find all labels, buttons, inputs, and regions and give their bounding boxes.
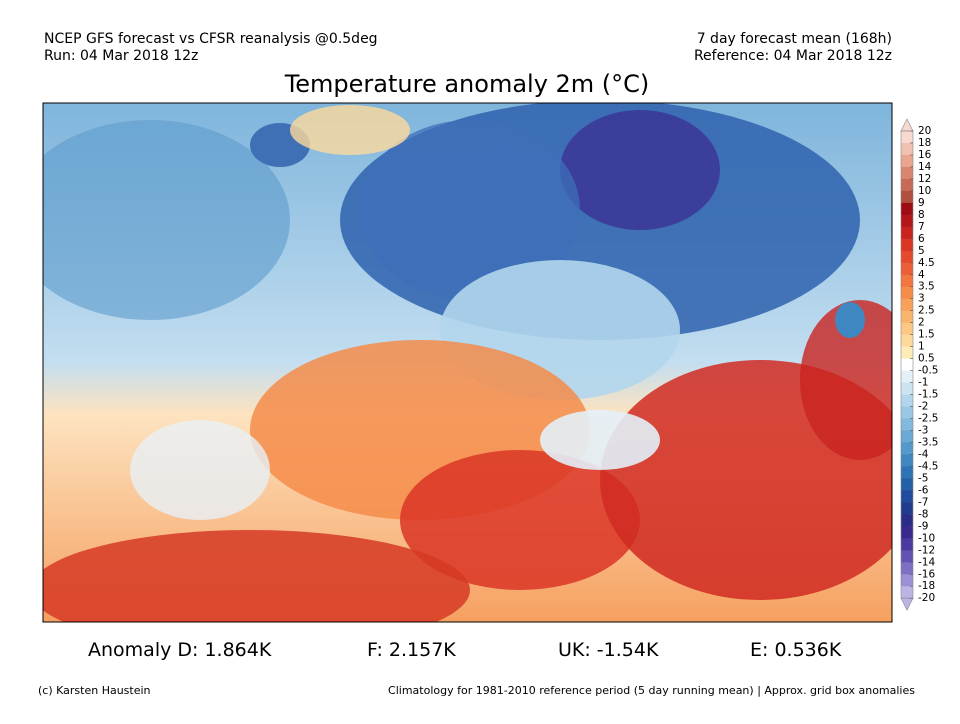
colorbar-bin bbox=[901, 262, 913, 276]
colorbar-label: -8 bbox=[918, 508, 928, 520]
colorbar-bin bbox=[901, 322, 913, 335]
colorbar-bin bbox=[901, 526, 913, 539]
colorbar-end bbox=[900, 118, 914, 132]
colorbar-label: 1 bbox=[918, 341, 925, 353]
colorbar-bin bbox=[901, 430, 913, 443]
colorbar-label: -18 bbox=[918, 580, 935, 592]
colorbar-bin bbox=[901, 502, 913, 515]
colorbar-label: 9 bbox=[918, 197, 925, 209]
colorbar-label: -14 bbox=[918, 556, 935, 568]
colorbar-label: -3.5 bbox=[918, 436, 939, 448]
colorbar-label: 4 bbox=[918, 269, 925, 281]
colorbar-bin bbox=[901, 550, 913, 563]
colorbar-bin bbox=[901, 418, 913, 431]
colorbar-label: 12 bbox=[918, 173, 931, 185]
colorbar-bin bbox=[901, 442, 913, 455]
colorbar-label: 2 bbox=[918, 317, 925, 329]
colorbar-label: -4.5 bbox=[918, 460, 939, 472]
header-left: NCEP GFS forecast vs CFSR reanalysis @0.… bbox=[44, 31, 378, 47]
colorbar-label: 3.5 bbox=[918, 281, 935, 293]
colorbar-label: -1.5 bbox=[918, 389, 939, 401]
footer-left: (c) Karsten Haustein bbox=[38, 684, 151, 697]
colorbar-label: -2 bbox=[918, 401, 928, 413]
colorbar-bin bbox=[901, 142, 913, 156]
colorbar-bin bbox=[901, 226, 913, 240]
colorbar-bin bbox=[901, 154, 913, 168]
colorbar-label: 2.5 bbox=[918, 305, 935, 317]
colorbar-label: 7 bbox=[918, 221, 925, 233]
colorbar-label: 6 bbox=[918, 233, 925, 245]
colorbar-label: -2.5 bbox=[918, 413, 939, 425]
colorbar-bin bbox=[901, 370, 913, 383]
colorbar-bin bbox=[901, 178, 913, 192]
header-right: Reference: 04 Mar 2018 12z bbox=[694, 48, 892, 64]
colorbar-label: 3 bbox=[918, 293, 925, 305]
colorbar-bin bbox=[901, 478, 913, 491]
map-frame bbox=[42, 102, 893, 623]
colorbar-label: -12 bbox=[918, 544, 935, 556]
colorbar-bin bbox=[901, 562, 913, 575]
colorbar-bin bbox=[901, 454, 913, 467]
header-left: Run: 04 Mar 2018 12z bbox=[44, 48, 198, 64]
colorbar-bin bbox=[901, 166, 913, 180]
colorbar-bin bbox=[901, 538, 913, 551]
footer-right: Climatology for 1981-2010 reference peri… bbox=[388, 684, 915, 697]
colorbar-label: 16 bbox=[918, 149, 932, 161]
colorbar-label: 5 bbox=[918, 245, 925, 257]
map-title: Temperature anomaly 2m (°C) bbox=[284, 70, 650, 98]
colorbar-bin bbox=[901, 514, 913, 527]
colorbar-label: 18 bbox=[918, 137, 931, 149]
colorbar-end bbox=[900, 597, 914, 611]
colorbar-label: 10 bbox=[918, 185, 931, 197]
colorbar-bin bbox=[901, 490, 913, 503]
colorbar-frame bbox=[900, 130, 914, 599]
colorbar-label: -1 bbox=[918, 377, 928, 389]
colorbar-label: -16 bbox=[918, 568, 935, 580]
colorbar-bin bbox=[901, 131, 913, 144]
colorbar-bin bbox=[901, 466, 913, 479]
header-right: 7 day forecast mean (168h) bbox=[697, 31, 892, 47]
colorbar-bin bbox=[901, 274, 913, 288]
stat: UK: -1.54K bbox=[558, 639, 659, 661]
colorbar-bin bbox=[901, 214, 913, 228]
colorbar-bin bbox=[901, 238, 913, 252]
colorbar-bin bbox=[901, 310, 913, 323]
colorbar-label: -5 bbox=[918, 472, 928, 484]
colorbar-label: 1.5 bbox=[918, 329, 935, 341]
colorbar-label: -20 bbox=[918, 592, 935, 604]
stat: E: 0.536K bbox=[750, 639, 842, 661]
colorbar-bin bbox=[901, 394, 913, 407]
colorbar-bin bbox=[901, 358, 913, 371]
colorbar-label: -3 bbox=[918, 425, 928, 437]
colorbar-label: 8 bbox=[918, 209, 925, 221]
colorbar: 201816141210987654.543.532.521.510.5-0.5… bbox=[900, 118, 939, 611]
colorbar-bin bbox=[901, 190, 913, 204]
colorbar-label: -7 bbox=[918, 496, 928, 508]
colorbar-label: 14 bbox=[918, 161, 932, 173]
colorbar-label: -6 bbox=[918, 484, 929, 496]
colorbar-label: -10 bbox=[918, 532, 935, 544]
colorbar-label: -9 bbox=[918, 520, 928, 532]
colorbar-bin bbox=[901, 346, 913, 359]
colorbar-bin bbox=[901, 250, 913, 264]
colorbar-label: 0.5 bbox=[918, 353, 935, 365]
colorbar-label: -4 bbox=[918, 448, 929, 460]
colorbar-label: 4.5 bbox=[918, 257, 935, 269]
colorbar-bin bbox=[901, 202, 913, 216]
colorbar-bin bbox=[901, 574, 913, 587]
colorbar-bin bbox=[901, 286, 913, 300]
stat: Anomaly D: 1.864K bbox=[88, 639, 272, 661]
colorbar-bin bbox=[901, 382, 913, 395]
colorbar-label: -0.5 bbox=[918, 365, 939, 377]
map bbox=[43, 103, 892, 622]
colorbar-bin bbox=[901, 586, 913, 599]
colorbar-bin bbox=[901, 406, 913, 419]
stat: F: 2.157K bbox=[367, 639, 456, 661]
colorbar-bin bbox=[901, 298, 913, 311]
colorbar-label: 20 bbox=[918, 125, 931, 137]
colorbar-bin bbox=[901, 334, 913, 347]
